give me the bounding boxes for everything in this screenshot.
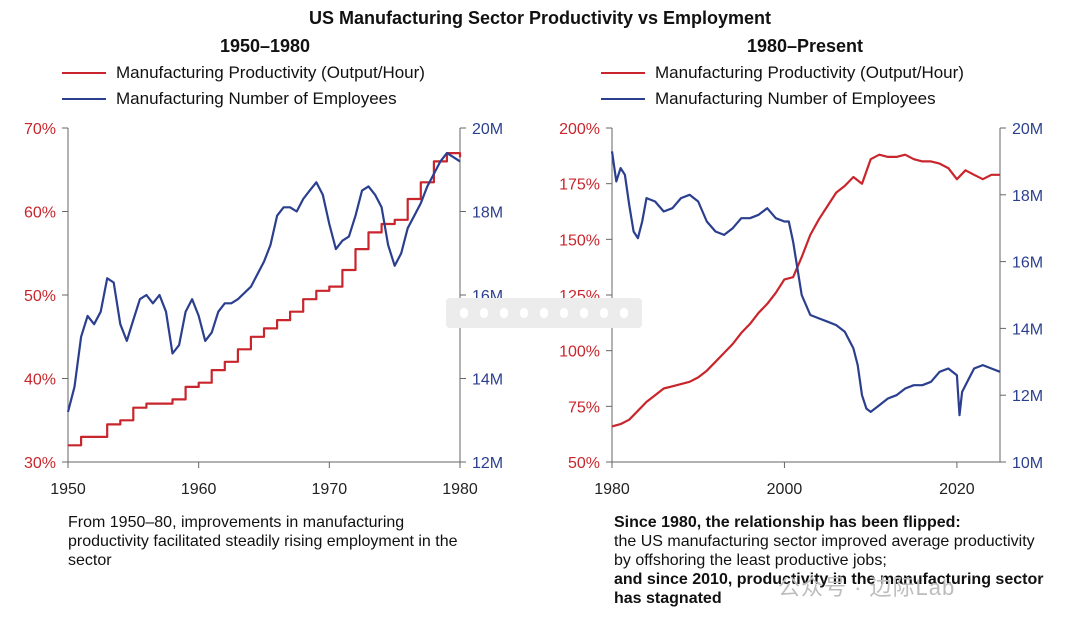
legend-swatch-productivity [62, 72, 106, 74]
legend-entry-employees: Manufacturing Number of Employees [601, 86, 964, 112]
legend-entry-productivity: Manufacturing Productivity (Output/Hour) [62, 60, 425, 86]
right-y-tick-label: 20M [472, 121, 503, 138]
x-tick-label: 1960 [181, 481, 217, 498]
right-panel-title: 1980–Present [746, 36, 864, 56]
left-y-tick-label: 30% [24, 455, 56, 472]
legend-swatch-productivity [601, 72, 645, 74]
right-y-tick-label: 14M [472, 372, 503, 389]
x-tick-label: 2020 [939, 481, 975, 498]
productivity-series-line [611, 153, 1000, 428]
left-y-tick-label: 100% [559, 344, 600, 361]
overlay-banner [446, 298, 642, 328]
employees-series-line [610, 151, 1001, 417]
chart-main-title: US Manufacturing Sector Productivity vs … [308, 8, 772, 28]
x-tick-label: 1980 [442, 481, 478, 498]
right-y-tick-label: 20M [1012, 121, 1043, 138]
legend-label-productivity: Manufacturing Productivity (Output/Hour) [655, 63, 964, 82]
banner-pill [520, 308, 528, 318]
right-y-tick-label: 12M [1012, 388, 1043, 405]
x-tick-label: 2000 [767, 481, 803, 498]
left-y-tick-label: 40% [24, 372, 56, 389]
right-caption-conclusion: and since 2010, productivity in the manu… [614, 571, 1044, 607]
banner-pill [460, 308, 468, 318]
x-tick-label: 1950 [50, 481, 86, 498]
left-y-tick-label: 200% [559, 121, 600, 138]
right-legend: Manufacturing Productivity (Output/Hour)… [601, 60, 964, 112]
legend-entry-employees: Manufacturing Number of Employees [62, 86, 425, 112]
right-y-tick-label: 16M [1012, 255, 1043, 272]
right-caption-headline: Since 1980, the relationship has been fl… [614, 514, 961, 531]
right-y-tick-label: 18M [1012, 188, 1043, 205]
left-y-tick-label: 70% [24, 121, 56, 138]
banner-pill [600, 308, 608, 318]
right-y-tick-label: 10M [1012, 455, 1043, 472]
left-y-tick-label: 50% [568, 455, 600, 472]
right-caption-body: the US manufacturing sector improved ave… [614, 533, 1035, 569]
legend-entry-productivity: Manufacturing Productivity (Output/Hour) [601, 60, 964, 86]
legend-label-productivity: Manufacturing Productivity (Output/Hour) [116, 63, 425, 82]
right-caption: Since 1980, the relationship has been fl… [614, 513, 1054, 608]
productivity-series-line [68, 152, 462, 447]
legend-swatch-employees [601, 98, 645, 100]
legend-label-employees: Manufacturing Number of Employees [116, 89, 397, 108]
right-y-tick-label: 18M [472, 205, 503, 222]
chart-panel-2: 50%75%100%125%150%175%200%10M12M14M16M18… [559, 121, 1043, 498]
legend-swatch-employees [62, 98, 106, 100]
left-panel-title: 1950–1980 [219, 36, 311, 56]
right-y-tick-label: 14M [1012, 321, 1043, 338]
banner-pill [500, 308, 508, 318]
left-caption: From 1950–80, improvements in manufactur… [68, 514, 458, 569]
banner-pill [580, 308, 588, 318]
left-y-tick-label: 150% [559, 232, 600, 249]
left-y-tick-label: 75% [568, 399, 600, 416]
legend-label-employees: Manufacturing Number of Employees [655, 89, 936, 108]
left-y-tick-label: 175% [559, 177, 600, 194]
x-tick-label: 1980 [594, 481, 630, 498]
banner-pill [560, 308, 568, 318]
x-tick-label: 1970 [312, 481, 348, 498]
banner-pill [620, 308, 628, 318]
banner-pill [480, 308, 488, 318]
employees-series-line [66, 152, 461, 413]
right-y-tick-label: 12M [472, 455, 503, 472]
left-y-tick-label: 50% [24, 288, 56, 305]
left-y-tick-label: 60% [24, 205, 56, 222]
banner-pill [540, 308, 548, 318]
left-legend: Manufacturing Productivity (Output/Hour)… [62, 60, 425, 112]
watermark: 公众号 · 边际Lab [778, 575, 956, 600]
